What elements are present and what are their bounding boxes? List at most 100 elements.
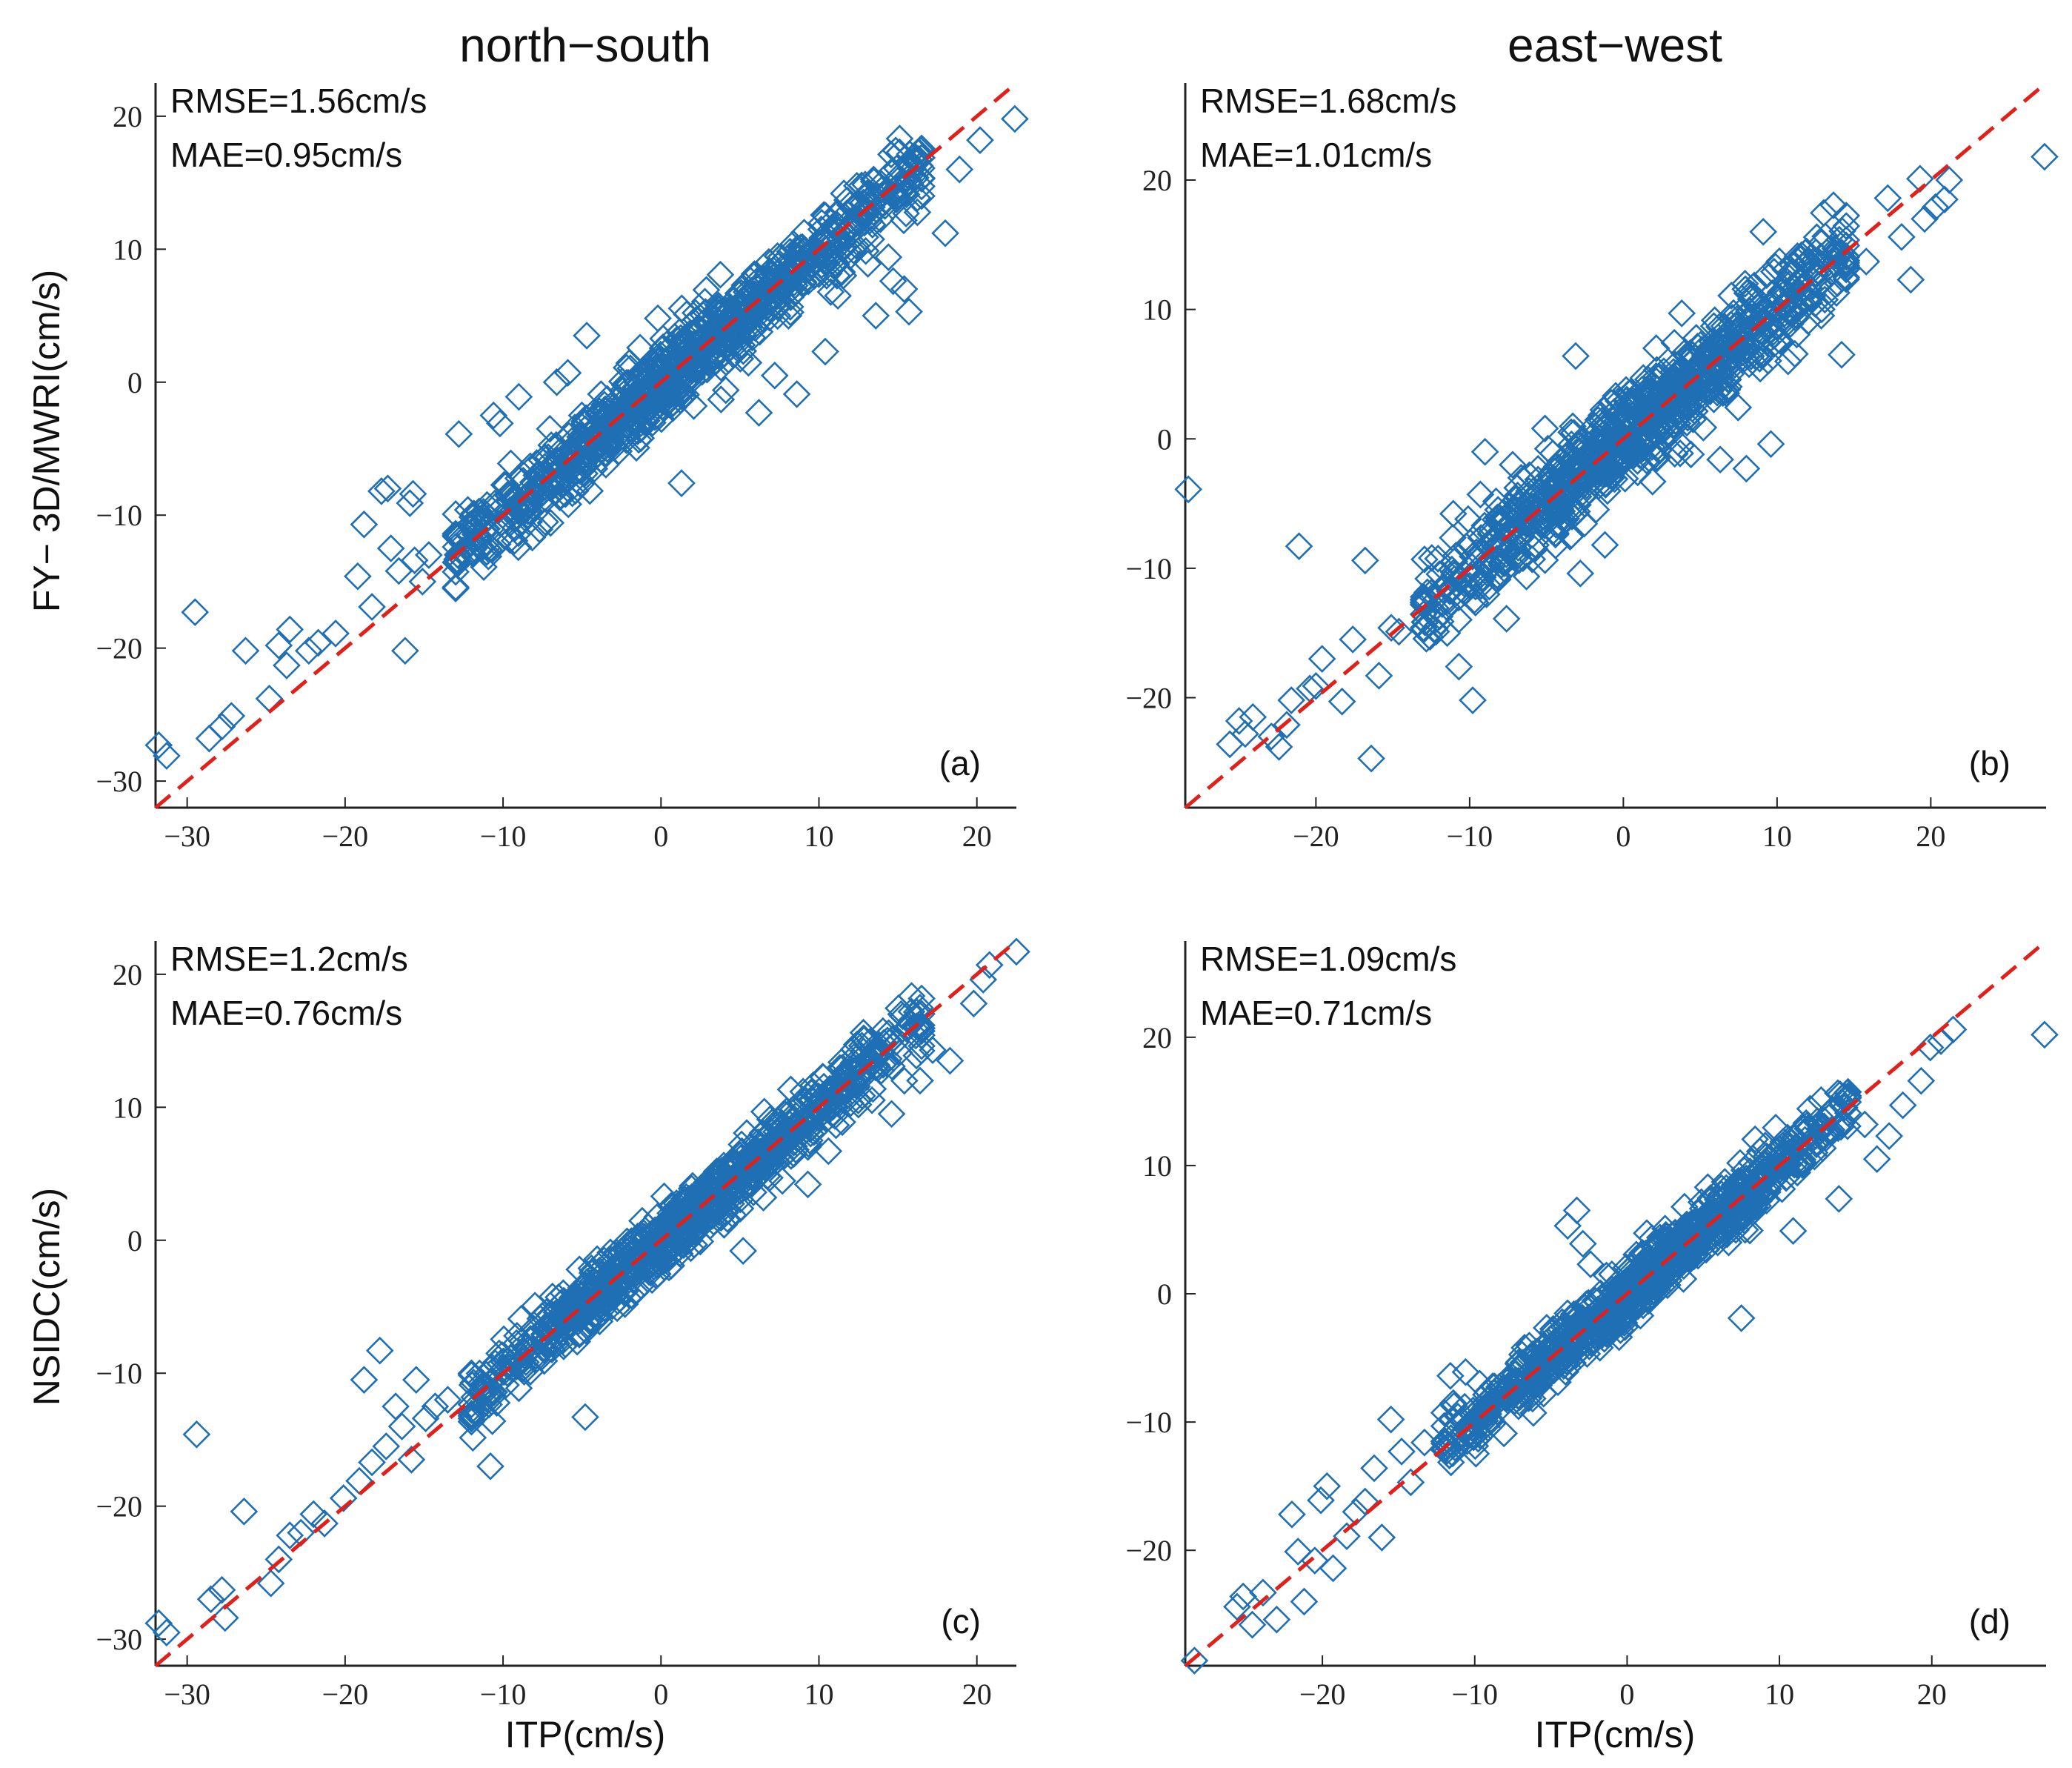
- scatter-point: [839, 236, 868, 265]
- scatter-point: [1673, 408, 1702, 437]
- scatter-point: [877, 1100, 906, 1129]
- scatter-point: [599, 1283, 628, 1312]
- scatter-point: [1368, 1523, 1396, 1552]
- scatter-point: [195, 724, 224, 753]
- scatter-point: [1753, 1177, 1782, 1206]
- scatter-point: [610, 1249, 638, 1278]
- scatter-point: [570, 425, 599, 453]
- scatter-point: [536, 465, 564, 493]
- scatter-point: [1658, 1237, 1687, 1266]
- scatter-point: [1508, 544, 1537, 573]
- scatter-point: [1445, 652, 1473, 681]
- scatter-point: [304, 628, 333, 657]
- scatter-point: [1451, 1357, 1480, 1386]
- scatter-point: [895, 297, 923, 326]
- scatter-point: [207, 1575, 236, 1604]
- scatter-point: [874, 243, 903, 271]
- scatter-point: [735, 1143, 763, 1172]
- scatter-point: [1490, 1419, 1519, 1448]
- scatter-point: [2031, 142, 2059, 171]
- y-tick-label: 10: [113, 233, 142, 266]
- scatter-point: [1712, 379, 1741, 408]
- scatter-point: [907, 984, 936, 1013]
- scatter-point: [1587, 439, 1615, 468]
- scatter-point: [217, 702, 246, 731]
- scatter-point: [1927, 1027, 1955, 1055]
- scatter-point: [1439, 523, 1467, 552]
- scatter-point: [586, 1283, 615, 1312]
- scatter-point: [182, 1420, 211, 1449]
- scatter-point: [1828, 340, 1856, 369]
- scatter-point: [645, 1241, 673, 1269]
- rmse-label: RMSE=1.2cm/s: [170, 940, 408, 978]
- scatter-point: [1350, 1487, 1379, 1516]
- scatter-point: [907, 1000, 936, 1028]
- scatter-point: [865, 1031, 893, 1060]
- scatter-point: [711, 376, 740, 405]
- scatter-point: [1819, 191, 1848, 219]
- scatter-point: [483, 530, 512, 559]
- scatter-point: [411, 1404, 440, 1433]
- scatter-point: [365, 1336, 394, 1365]
- scatter-point: [1783, 242, 1812, 270]
- scatter-point: [1931, 185, 1959, 214]
- scatter-point: [1714, 1228, 1743, 1257]
- scatter-point: [807, 250, 836, 279]
- scatter-point: [959, 989, 988, 1018]
- scatter-point: [636, 1251, 664, 1279]
- panel-d: −20 −10 0 10 20 −20 −10 0 10 20 RMSE=1.09cm/s MAE=0…: [1125, 940, 2059, 1711]
- scatter-point: [710, 339, 739, 368]
- scatter-point: [907, 154, 936, 182]
- scatter-point: [542, 431, 570, 459]
- scatter-point: [1479, 525, 1508, 554]
- panel-label: (c): [941, 1602, 981, 1641]
- scatter-point: [1591, 459, 1619, 488]
- scatter-point: [790, 219, 819, 247]
- scatter-point: [1239, 702, 1267, 731]
- scatter-point: [919, 1036, 947, 1064]
- scatter-point: [1593, 476, 1622, 505]
- scatter-point: [1576, 1250, 1605, 1279]
- scatter-point: [1590, 531, 1619, 559]
- scatter-point: [230, 1498, 259, 1526]
- scatter-point: [1445, 605, 1473, 634]
- scatter-point: [1759, 322, 1788, 350]
- scatter-point: [1599, 406, 1628, 435]
- scatter-point: [794, 267, 822, 296]
- scatter-point: [729, 1237, 757, 1265]
- scatter-point: [384, 556, 413, 585]
- rmse-label: RMSE=1.09cm/s: [1200, 940, 1456, 978]
- y-tick-label: −20: [96, 1490, 142, 1523]
- ylabel-top: FY− 3D/MWRI(cm/s): [26, 270, 67, 612]
- scatter-point: [504, 382, 533, 411]
- scatter-point: [1722, 1215, 1750, 1244]
- scatter-point: [1832, 202, 1861, 230]
- scatter-point: [1412, 625, 1441, 653]
- scatter-point: [1688, 336, 1716, 364]
- scatter-point: [659, 1192, 687, 1220]
- scatter-point: [542, 368, 571, 396]
- y-tick-label: 0: [127, 1224, 142, 1257]
- scatter-point: [1470, 437, 1499, 466]
- scatter-point: [936, 1046, 965, 1075]
- scatter-point: [707, 353, 736, 382]
- scatter-point: [1714, 1212, 1743, 1240]
- scatter-point: [838, 1055, 867, 1084]
- scatter-point: [531, 1327, 560, 1356]
- scatter-point: [595, 1270, 623, 1299]
- scatter-point: [1414, 565, 1442, 593]
- scatter-point: [869, 1051, 897, 1079]
- scatter-point: [1462, 1410, 1490, 1438]
- y-tick-label: −30: [96, 1623, 142, 1656]
- scatter-point: [1810, 199, 1838, 227]
- scatter-point: [1519, 1398, 1548, 1427]
- scatter-point: [1833, 1083, 1862, 1112]
- scatter-point: [495, 1353, 524, 1381]
- scatter-point: [479, 1382, 507, 1411]
- scatter-point: [1888, 222, 1916, 251]
- scatter-point: [294, 637, 323, 665]
- scatter-point: [1665, 398, 1693, 426]
- scatter-point: [1635, 373, 1664, 402]
- scatter-point: [799, 1071, 827, 1100]
- scatter-point: [1807, 229, 1836, 257]
